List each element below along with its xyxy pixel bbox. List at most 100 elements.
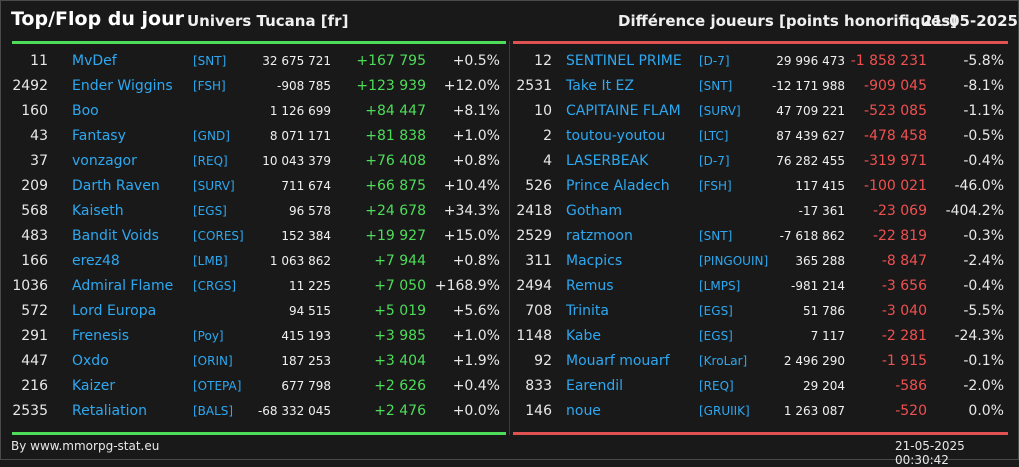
player-points: 187 253: [281, 354, 331, 368]
player-name-link[interactable]: SENTINEL PRIME: [566, 53, 682, 69]
points-difference: -319 971: [864, 153, 927, 169]
points-difference: -100 021: [864, 178, 927, 194]
table-row: 311 Macpics [PINGOUIN] 365 288 -8 847 -2.4%: [513, 249, 1008, 274]
alliance-tag-link[interactable]: [FSH]: [193, 79, 226, 93]
alliance-tag-link[interactable]: [CORES]: [193, 229, 244, 243]
player-name-link[interactable]: Lord Europa: [72, 303, 157, 319]
alliance-tag-link[interactable]: [SNT]: [193, 54, 227, 68]
percent-change: -5.5%: [963, 303, 1004, 319]
alliance-tag-link[interactable]: [GRUIIK]: [699, 404, 750, 418]
player-name-link[interactable]: Take It EZ: [566, 78, 634, 94]
alliance-tag-link[interactable]: [SNT]: [699, 79, 733, 93]
player-name-link[interactable]: MvDef: [72, 53, 117, 69]
player-name-link[interactable]: Kaizer: [72, 378, 116, 394]
points-difference: +3 404: [374, 353, 426, 369]
alliance-tag-link[interactable]: [EGS]: [699, 329, 733, 343]
player-points: 7 117: [810, 329, 845, 343]
alliance-tag-link[interactable]: [EGS]: [699, 304, 733, 318]
player-points: 711 674: [281, 179, 331, 193]
percent-change: -1.1%: [963, 103, 1004, 119]
alliance-tag-link[interactable]: [LMB]: [193, 254, 228, 268]
player-name-link[interactable]: Oxdo: [72, 353, 109, 369]
alliance-tag-link[interactable]: [KroLar]: [699, 354, 748, 368]
table-row: 160 Boo 1 126 699 +84 447 +8.1%: [12, 99, 506, 124]
alliance-tag-link[interactable]: [SURV]: [193, 179, 235, 193]
player-name-link[interactable]: Macpics: [566, 253, 623, 269]
percent-change: -0.3%: [963, 228, 1004, 244]
table-row: 11 MvDef [SNT] 32 675 721 +167 795 +0.5%: [12, 49, 506, 74]
player-name-link[interactable]: Admiral Flame: [72, 278, 174, 294]
player-name-link[interactable]: CAPITAINE FLAM: [566, 103, 681, 119]
player-points: 47 709 221: [776, 104, 845, 118]
player-name-link[interactable]: Gotham: [566, 203, 622, 219]
player-name-link[interactable]: Frenesis: [72, 328, 130, 344]
top-accent-bar: [12, 41, 506, 44]
alliance-tag-link[interactable]: [REQ]: [699, 379, 734, 393]
percent-change: -46.0%: [954, 178, 1004, 194]
player-name-link[interactable]: Kaiseth: [72, 203, 124, 219]
player-name-link[interactable]: Remus: [566, 278, 614, 294]
alliance-tag-link[interactable]: [D-7]: [699, 54, 730, 68]
player-rank: 833: [525, 378, 552, 394]
table-row: 92 Mouarf mouarf [KroLar] 2 496 290 -1 915 -0…: [513, 349, 1008, 374]
alliance-tag-link[interactable]: [REQ]: [193, 154, 228, 168]
percent-change: -404.2%: [945, 203, 1004, 219]
alliance-tag-link[interactable]: [EGS]: [193, 204, 227, 218]
percent-change: +5.6%: [452, 303, 500, 319]
alliance-tag-link[interactable]: [BALS]: [193, 404, 234, 418]
player-name-link[interactable]: Bandit Voids: [72, 228, 159, 244]
player-name-link[interactable]: Retaliation: [72, 403, 147, 419]
player-rank: 4: [543, 153, 552, 169]
alliance-tag-link[interactable]: [GND]: [193, 129, 230, 143]
points-difference: -22 819: [872, 228, 927, 244]
alliance-tag-link[interactable]: [PINGOUIN]: [699, 254, 769, 268]
alliance-tag-link[interactable]: [FSH]: [699, 179, 732, 193]
player-name-link[interactable]: Kabe: [566, 328, 602, 344]
player-name-link[interactable]: LASERBEAK: [566, 153, 649, 169]
player-name-link[interactable]: Boo: [72, 103, 99, 119]
points-difference: -8 847: [881, 253, 927, 269]
player-name-link[interactable]: noue: [566, 403, 601, 419]
player-points: -908 785: [277, 79, 331, 93]
percent-change: +0.8%: [452, 153, 500, 169]
player-name-link[interactable]: Darth Raven: [72, 178, 160, 194]
player-points: -981 214: [791, 279, 845, 293]
percent-change: +0.0%: [452, 403, 500, 419]
alliance-tag-link[interactable]: [SNT]: [699, 229, 733, 243]
points-difference: +66 875: [365, 178, 426, 194]
alliance-tag-link[interactable]: [SURV]: [699, 104, 741, 118]
percent-change: -0.1%: [963, 353, 1004, 369]
player-name-link[interactable]: vonzagor: [72, 153, 137, 169]
player-name-link[interactable]: Prince Aladech: [566, 178, 670, 194]
alliance-tag-link[interactable]: [OTEPA]: [193, 379, 242, 393]
player-name-link[interactable]: Fantasy: [72, 128, 126, 144]
table-row: 447 Oxdo [ORIN] 187 253 +3 404 +1.9%: [12, 349, 506, 374]
points-difference: -23 069: [872, 203, 927, 219]
player-rank: 291: [21, 328, 48, 344]
alliance-tag-link[interactable]: [LMPS]: [699, 279, 741, 293]
player-points: 365 288: [795, 254, 845, 268]
header-date: 21-05-2025: [922, 12, 1018, 30]
alliance-tag-link[interactable]: [CRGS]: [193, 279, 236, 293]
player-name-link[interactable]: toutou-youtou: [566, 128, 666, 144]
alliance-tag-link[interactable]: [Poy]: [193, 329, 224, 343]
source-link[interactable]: By www.mmorpg-stat.eu: [11, 439, 160, 453]
player-name-link[interactable]: Earendil: [566, 378, 624, 394]
points-difference: -909 045: [864, 78, 927, 94]
alliance-tag-link[interactable]: [ORIN]: [193, 354, 233, 368]
player-rank: 2492: [12, 78, 48, 94]
percent-change: -24.3%: [954, 328, 1004, 344]
player-name-link[interactable]: ratzmoon: [566, 228, 633, 244]
player-name-link[interactable]: erez48: [72, 253, 120, 269]
points-difference: +84 447: [365, 103, 426, 119]
player-points: 1 126 699: [269, 104, 331, 118]
player-name-link[interactable]: Trinita: [566, 303, 609, 319]
alliance-tag-link[interactable]: [D-7]: [699, 154, 730, 168]
alliance-tag-link[interactable]: [LTC]: [699, 129, 729, 143]
player-name-link[interactable]: Ender Wiggins: [72, 78, 173, 94]
player-rank: 209: [21, 178, 48, 194]
player-points: 1 263 087: [783, 404, 845, 418]
table-row: 1036 Admiral Flame [CRGS] 11 225 +7 050 +168.…: [12, 274, 506, 299]
player-name-link[interactable]: Mouarf mouarf: [566, 353, 670, 369]
metric-label: Différence joueurs [points honorifiques]: [618, 12, 958, 30]
